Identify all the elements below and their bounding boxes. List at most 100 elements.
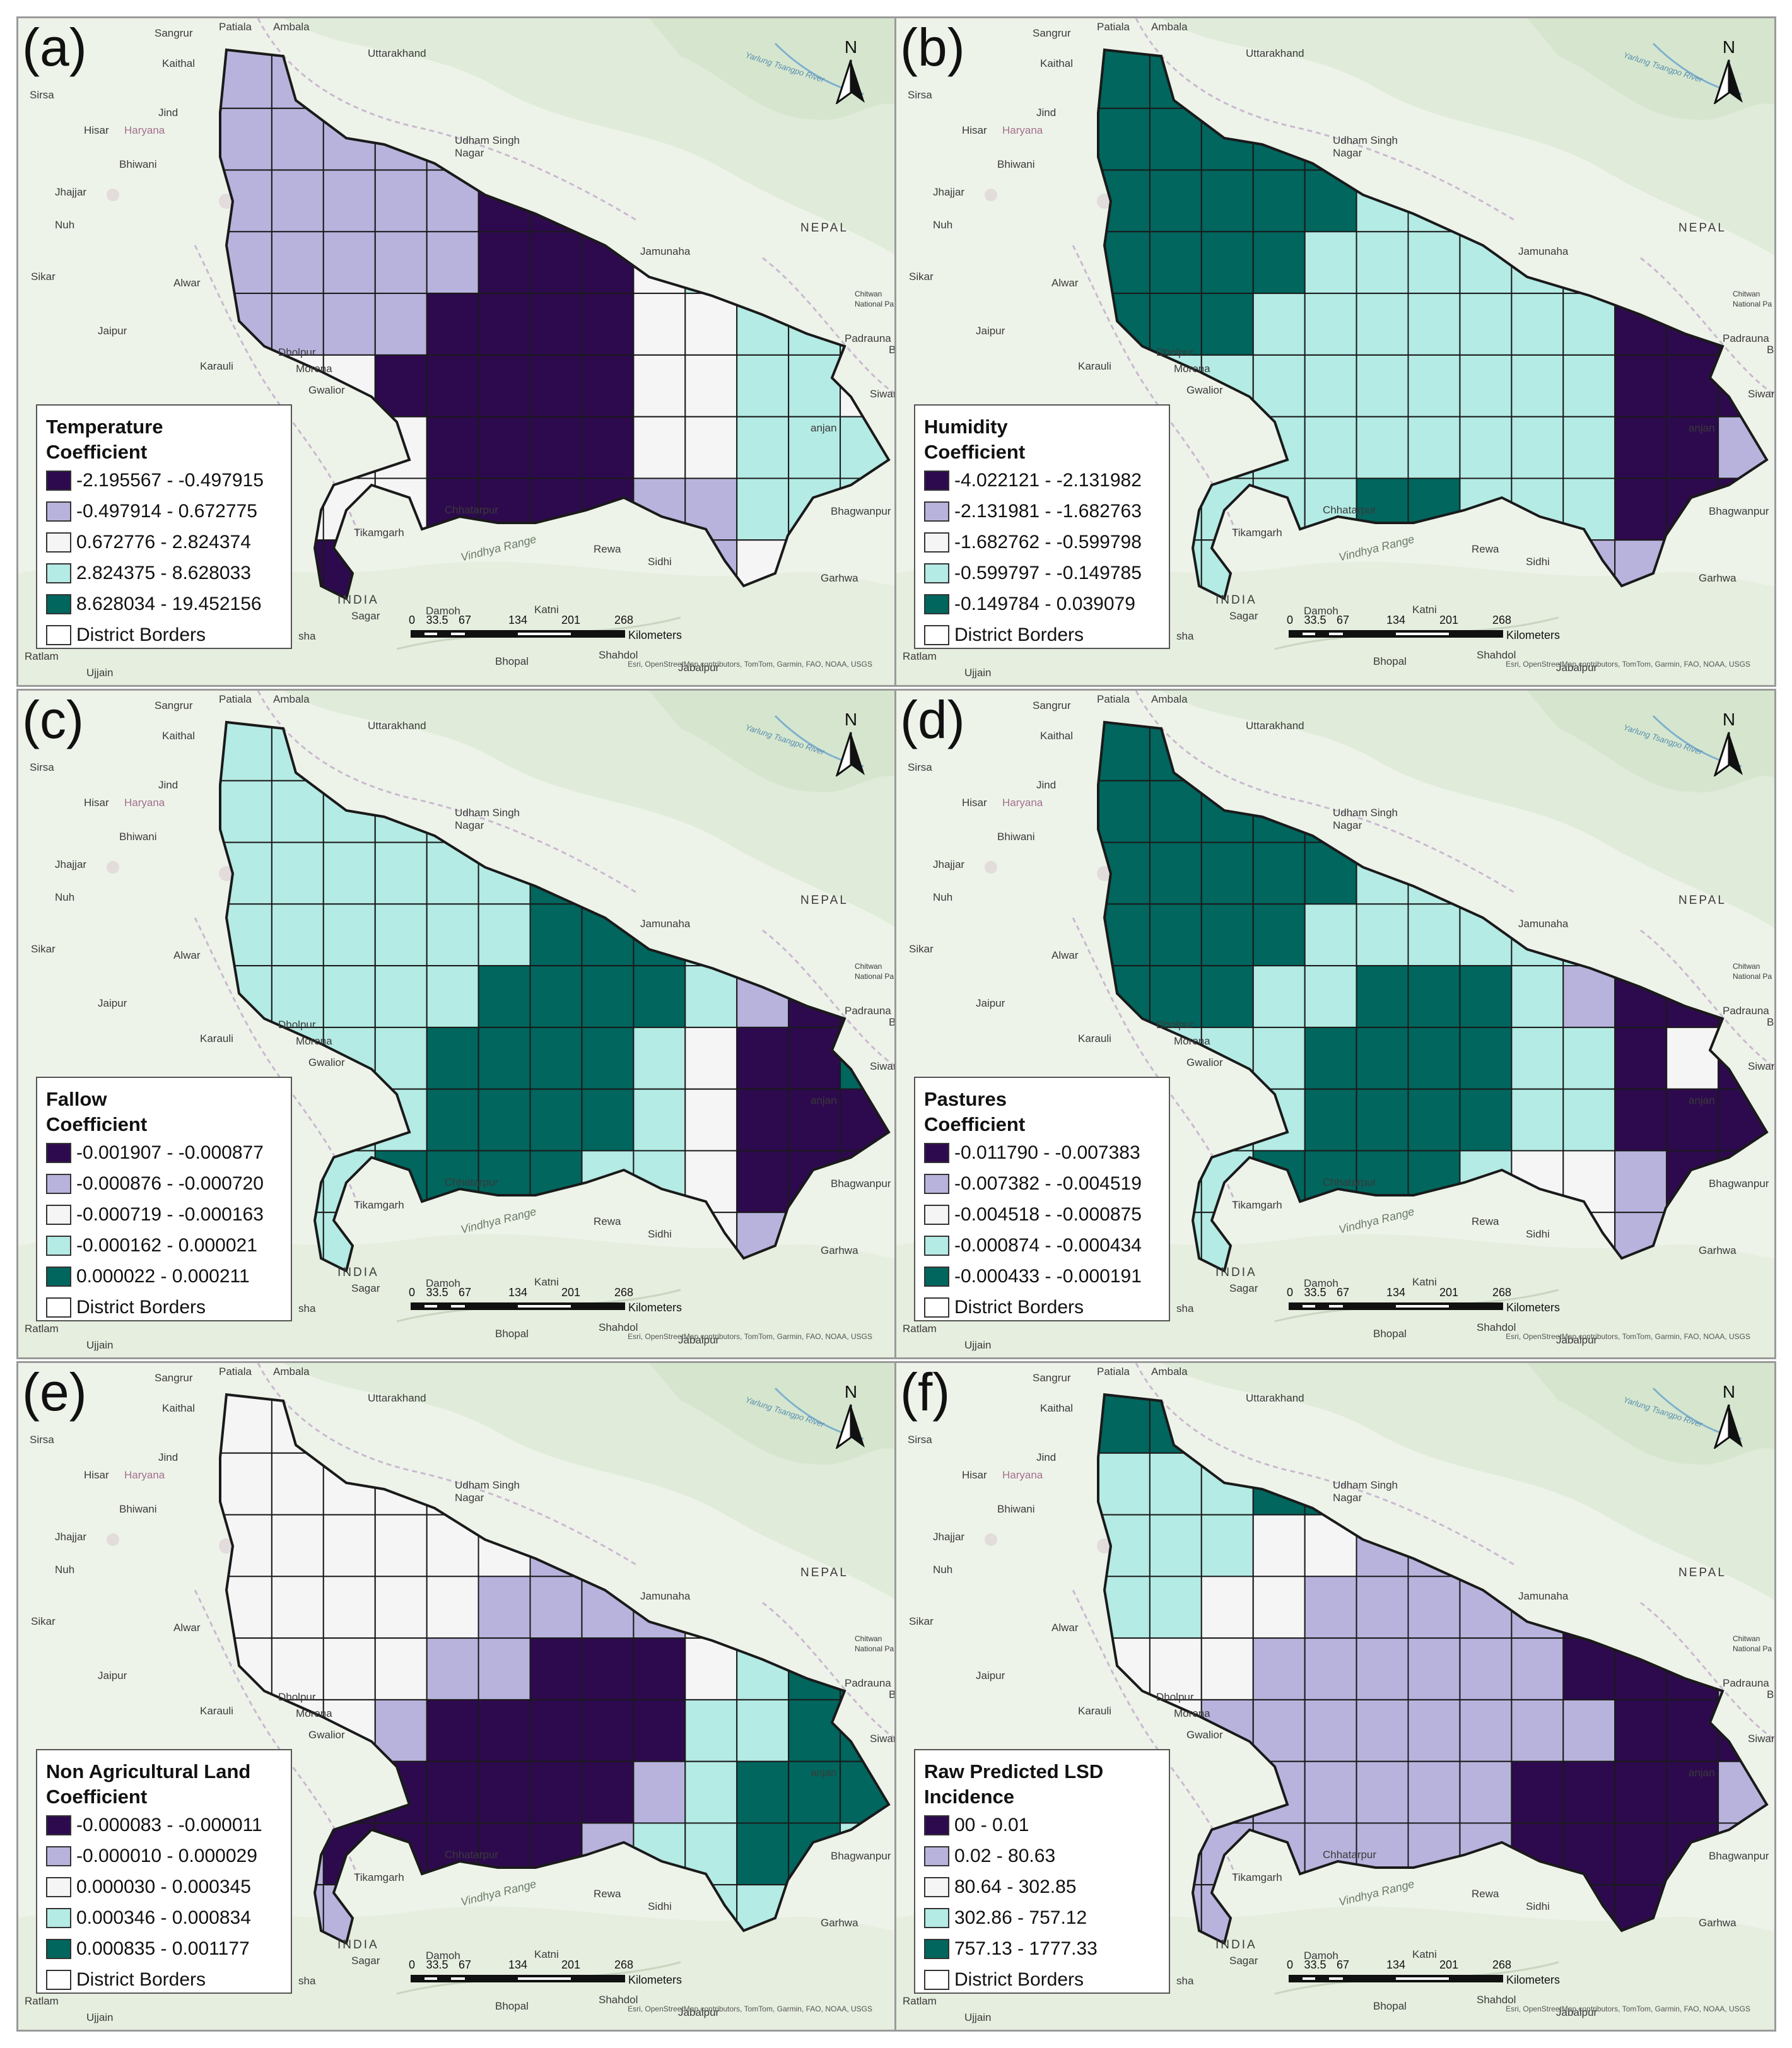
place-label: Gwalior — [308, 1056, 345, 1068]
legend-swatch — [924, 470, 949, 491]
district-cell — [426, 1637, 479, 1700]
district-cell — [736, 1150, 790, 1214]
district-cell — [529, 354, 583, 418]
district-cell — [633, 1088, 686, 1152]
place-label: Bhiwani — [119, 831, 157, 843]
north-label: N — [1722, 1382, 1736, 1401]
north-arrow-icon — [835, 732, 865, 776]
district-cell — [684, 1699, 738, 1762]
district-cell — [633, 354, 686, 418]
district-cell — [1511, 293, 1564, 356]
legend-item: -0.004518 - -0.000875 — [924, 1199, 1161, 1230]
place-label: Garhwa — [1699, 1244, 1736, 1256]
district-cell — [1562, 1088, 1616, 1152]
map-attribution: Esri, OpenStreetMap contributors, TomTom… — [1506, 660, 1750, 669]
scale-tick-label: 67 — [458, 1286, 472, 1299]
place-label: Chitwan — [1733, 290, 1760, 298]
district-cell — [1304, 965, 1357, 1028]
district-cell — [1200, 903, 1254, 967]
legend-subtitle: Coefficient — [924, 441, 1026, 463]
place-label: Jind — [158, 1451, 179, 1463]
place-label: Nagar — [455, 1492, 484, 1504]
place-label: Sidhi — [1526, 556, 1550, 568]
panel-label: (f) — [900, 1362, 951, 1422]
place-label: Nagar — [1333, 1492, 1362, 1504]
legend-label: -0.000719 - -0.000163 — [76, 1203, 264, 1225]
place-label: Shahdol — [1477, 649, 1516, 661]
place-label: Bhopal — [1373, 2000, 1407, 2012]
place-label: Rewa — [1472, 1888, 1499, 1900]
scale-tick-label: 268 — [614, 1286, 634, 1299]
place-label: Damoh — [426, 1277, 460, 1289]
place-label: Padrauna — [845, 1677, 891, 1689]
place-label: Padrauna — [1723, 1005, 1769, 1017]
district-cell — [271, 780, 324, 843]
district-cell — [684, 1637, 738, 1700]
place-label: Bhopal — [495, 1328, 529, 1340]
place-label: Ujjain — [86, 667, 114, 679]
legend-swatch — [46, 1938, 71, 1959]
district-cell — [581, 1088, 635, 1152]
place-label: Uttarakhand — [368, 720, 426, 732]
place-label: Rewa — [594, 1888, 621, 1900]
district-cell — [1304, 1760, 1357, 1824]
north-label: N — [844, 1382, 858, 1401]
district-cell — [477, 1760, 531, 1824]
district-cell — [529, 903, 583, 967]
legend-label: -0.000162 - 0.000021 — [76, 1234, 257, 1256]
district-cell — [374, 231, 428, 295]
legend-item: -0.000010 - 0.000029 — [46, 1840, 283, 1871]
district-cell — [736, 477, 790, 541]
district-cell — [1252, 1026, 1306, 1090]
scale-tick-label: 67 — [1336, 1286, 1350, 1299]
district-cell — [1511, 965, 1564, 1028]
place-label: Sangrur — [1033, 1372, 1071, 1384]
place-label: anjan — [1689, 422, 1715, 434]
district-cell — [1252, 841, 1306, 905]
legend-label: -0.000876 - -0.000720 — [76, 1173, 264, 1194]
district-cell — [1614, 1760, 1668, 1824]
place-label: Chitwan — [855, 1634, 882, 1643]
state-outline — [1097, 720, 1769, 1273]
place-label: Ambala — [1151, 1366, 1188, 1378]
district-cell — [477, 965, 531, 1028]
place-label: Nuh — [933, 891, 953, 903]
place-label: Sagar — [1229, 1955, 1258, 1967]
place-label: Karauli — [1078, 1033, 1111, 1044]
legend-label: 2.824375 - 8.628033 — [76, 562, 251, 583]
district-cell — [633, 293, 686, 356]
legend-title: Temperature — [46, 416, 163, 438]
district-cell — [684, 354, 738, 418]
place-label: Hisar — [962, 124, 987, 136]
state-outline — [1097, 1393, 1769, 1945]
panel-label: (d) — [900, 690, 965, 749]
place-label: Padrauna — [1723, 332, 1769, 344]
place-label: Ratlam — [25, 650, 59, 662]
place-label: Sagar — [1229, 1282, 1258, 1294]
district-cell — [736, 1088, 790, 1152]
district-cell — [633, 416, 686, 479]
district-cell — [374, 293, 428, 356]
district-cell — [1511, 1699, 1564, 1762]
place-label: Tikamgarh — [354, 527, 404, 539]
district-cell — [1614, 1026, 1668, 1090]
place-label: Haryana — [1002, 797, 1043, 809]
place-label: Morena — [1174, 1035, 1210, 1047]
scale-bar: 0 33.5 67 134 201 268 Kilometers — [409, 1958, 713, 2003]
place-label: Katni — [534, 604, 559, 616]
district-cell — [477, 416, 531, 479]
scale-unit: Kilometers — [628, 1301, 682, 1314]
district-cell — [1252, 231, 1306, 295]
place-label: NEPAL — [1678, 894, 1726, 907]
legend-swatch — [46, 1876, 71, 1897]
place-label: Alwar — [1051, 277, 1079, 289]
place-label: Jhajjar — [933, 186, 965, 198]
legend-label: 0.000030 - 0.000345 — [76, 1876, 251, 1897]
place-label: Bhopal — [495, 2000, 529, 2012]
north-label: N — [844, 37, 858, 57]
place-label: Padrauna — [1723, 1677, 1769, 1689]
legend-label: District Borders — [954, 624, 1084, 645]
place-label: Hisar — [962, 797, 987, 809]
legend-item: -0.007382 - -0.004519 — [924, 1168, 1161, 1199]
place-label: Alwar — [173, 277, 201, 289]
